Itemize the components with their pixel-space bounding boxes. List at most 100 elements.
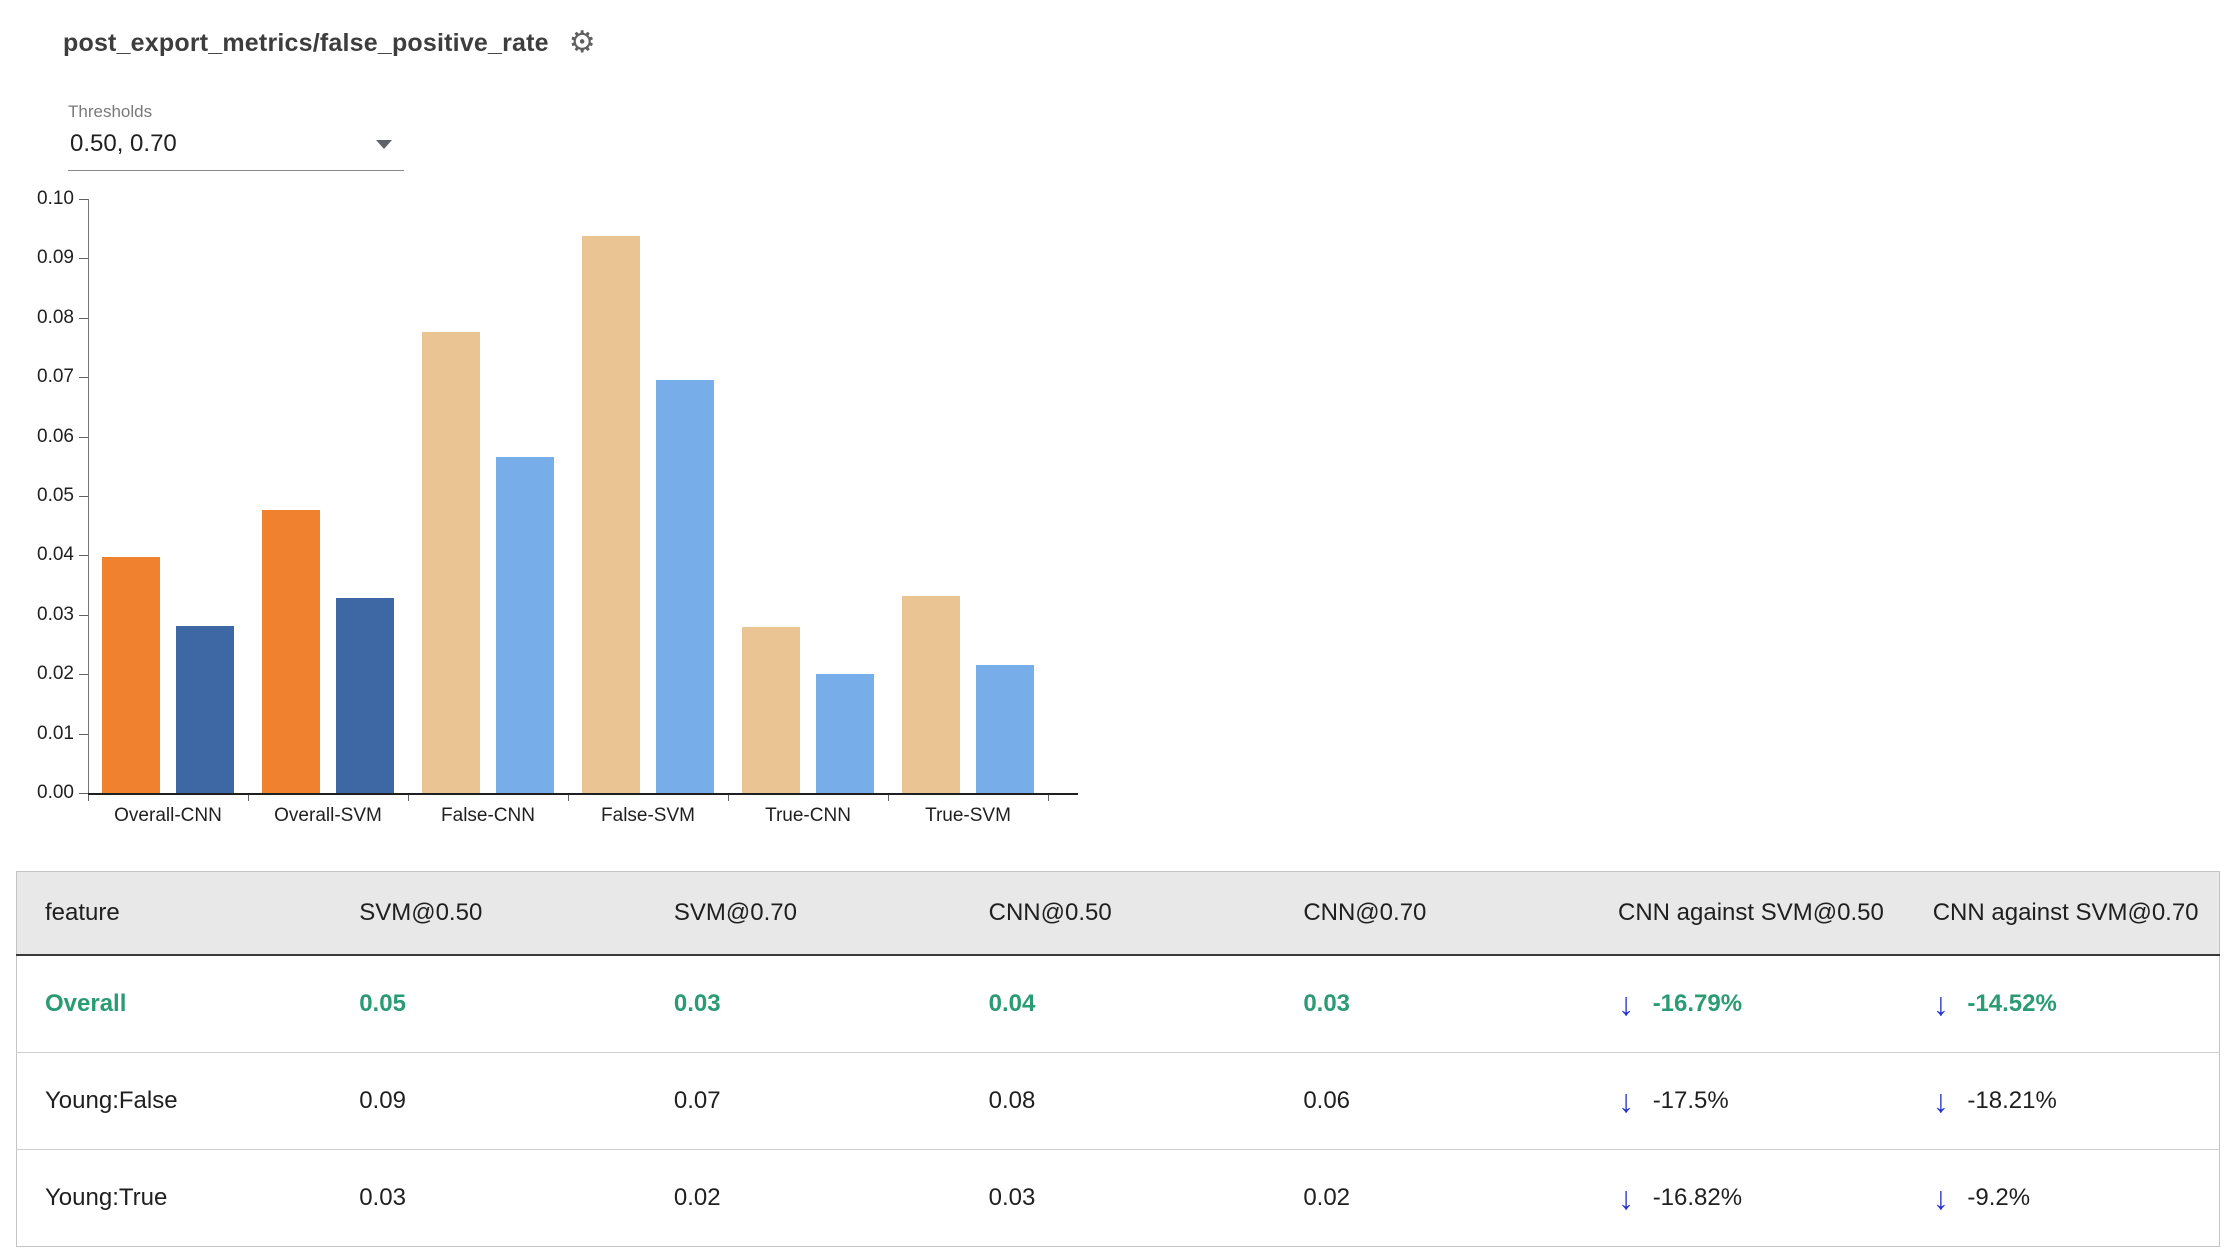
thresholds-select[interactable]: 0.50, 0.70 <box>68 122 404 171</box>
bar-overall-svm-0.70[interactable] <box>336 598 394 793</box>
panel-header: post_export_metrics/false_positive_rate … <box>0 0 2236 58</box>
y-axis-label: 0.09 <box>37 247 74 269</box>
bar-false-cnn-0.70[interactable] <box>496 457 554 793</box>
thresholds-value: 0.50, 0.70 <box>70 130 177 157</box>
y-axis-tick <box>79 436 88 438</box>
value-cell: 0.03 <box>1303 990 1351 1017</box>
value-cell: 0.09 <box>331 1052 646 1150</box>
col-header-cnn-vs-svm-050[interactable]: CNN against SVM@0.50 <box>1590 871 1905 956</box>
y-axis-tick <box>79 614 88 616</box>
y-axis-tick <box>79 377 88 379</box>
x-axis-line <box>88 793 1078 795</box>
delta-value: -14.52% <box>1967 990 2057 1017</box>
chevron-down-icon <box>376 139 392 149</box>
x-axis-tick <box>568 795 569 801</box>
feature-cell: Young:True <box>16 1149 332 1247</box>
y-axis-tick <box>79 199 88 200</box>
y-axis-tick <box>79 496 88 497</box>
x-axis-tick <box>408 795 409 801</box>
y-axis-label: 0.03 <box>37 603 74 625</box>
y-axis-label: 0.08 <box>37 306 74 328</box>
value-cell: 0.08 <box>960 1052 1276 1150</box>
value-cell: 0.07 <box>645 1052 961 1150</box>
table-row-young-true: Young:True 0.03 0.02 0.03 0.02 ↓ -16.82%… <box>16 1149 2220 1247</box>
value-cell: 0.03 <box>331 1149 646 1247</box>
x-axis-tick <box>728 795 729 801</box>
bar-true-cnn-0.50[interactable] <box>742 627 800 793</box>
bar-false-cnn-0.50[interactable] <box>422 332 480 793</box>
bar-overall-cnn-0.70[interactable] <box>176 626 234 793</box>
x-axis-tick <box>888 795 889 801</box>
y-axis-label: 0.02 <box>37 663 74 685</box>
arrow-down-icon: ↓ <box>1618 1180 1635 1216</box>
bar-overall-cnn-0.50[interactable] <box>102 557 160 793</box>
delta-cell: ↓ -18.21% <box>1904 1052 2220 1150</box>
value-cell: 0.05 <box>359 990 406 1017</box>
y-axis-tick <box>79 258 88 260</box>
bar-overall-svm-0.50[interactable] <box>262 510 320 793</box>
value-cell: 0.06 <box>1275 1052 1591 1150</box>
y-axis-label: 0.00 <box>37 782 74 803</box>
value-cell: 0.02 <box>645 1149 961 1247</box>
col-header-svm-050[interactable]: SVM@0.50 <box>331 871 646 956</box>
arrow-down-icon: ↓ <box>1932 986 1949 1022</box>
value-cell: 0.04 <box>988 990 1036 1017</box>
x-axis-category-label: Overall-SVM <box>274 805 382 826</box>
bar-true-svm-0.50[interactable] <box>902 596 960 793</box>
delta-cell: ↓ -16.79% <box>1590 955 1905 1053</box>
metrics-table: feature SVM@0.50 SVM@0.70 CNN@0.50 CNN@0… <box>16 871 2220 1247</box>
y-axis-line <box>88 199 89 793</box>
y-axis-tick <box>79 555 88 557</box>
x-axis-category-label: True-SVM <box>925 805 1011 826</box>
delta-value: -17.5% <box>1652 1087 1729 1114</box>
bar-true-svm-0.70[interactable] <box>976 665 1034 793</box>
col-header-cnn-vs-svm-070[interactable]: CNN against SVM@0.70 <box>1904 871 2220 956</box>
page-title: post_export_metrics/false_positive_rate <box>63 28 549 57</box>
y-axis-tick <box>79 793 88 794</box>
feature-cell: Young:False <box>16 1052 332 1150</box>
col-header-cnn-050[interactable]: CNN@0.50 <box>960 871 1276 956</box>
y-axis-label: 0.05 <box>37 485 74 506</box>
y-axis-tick <box>79 733 88 735</box>
value-cell: 0.03 <box>960 1149 1276 1247</box>
delta-cell: ↓ -16.82% <box>1590 1149 1905 1247</box>
x-axis-category-label: False-SVM <box>601 805 695 826</box>
col-header-cnn-070[interactable]: CNN@0.70 <box>1275 871 1591 956</box>
arrow-down-icon: ↓ <box>1618 986 1635 1022</box>
arrow-down-icon: ↓ <box>1618 1083 1635 1119</box>
col-header-svm-070[interactable]: SVM@0.70 <box>645 871 961 956</box>
y-axis-label: 0.07 <box>37 366 74 388</box>
col-header-feature[interactable]: feature <box>16 871 332 956</box>
value-cell: 0.02 <box>1275 1149 1591 1247</box>
delta-value: -16.82% <box>1652 1184 1743 1211</box>
fpr-bar-chart: 0.00 0.01 0.02 0.03 0.04 0.05 0.06 0.07 0.08 0.09… <box>0 188 1160 841</box>
thresholds-dropdown[interactable]: Thresholds 0.50, 0.70 <box>68 102 404 171</box>
y-axis-label: 0.10 <box>37 188 74 209</box>
delta-cell: ↓ -9.2% <box>1904 1149 2220 1247</box>
feature-cell: Overall <box>45 990 127 1017</box>
value-cell: 0.03 <box>673 990 721 1017</box>
thresholds-label: Thresholds <box>68 102 153 121</box>
delta-value: -9.2% <box>1967 1184 2031 1211</box>
y-axis-tick <box>79 317 88 319</box>
x-axis-category-label: Overall-CNN <box>114 805 222 826</box>
delta-cell: ↓ -17.5% <box>1590 1052 1905 1150</box>
y-axis-label: 0.04 <box>37 544 74 566</box>
x-axis-tick <box>88 795 89 801</box>
settings-gear-icon[interactable]: ⚙ <box>568 26 596 59</box>
bar-false-svm-0.50[interactable] <box>582 236 640 793</box>
arrow-down-icon: ↓ <box>1932 1083 1949 1119</box>
x-axis-tick <box>1048 795 1049 801</box>
x-axis-category-label: True-CNN <box>765 805 851 826</box>
table-header-row: feature SVM@0.50 SVM@0.70 CNN@0.50 CNN@0… <box>16 871 2220 956</box>
delta-value: -18.21% <box>1967 1087 2057 1114</box>
bar-false-svm-0.70[interactable] <box>656 380 714 793</box>
y-axis-tick <box>79 674 88 676</box>
table-row-overall: Overall 0.05 0.03 0.04 0.03 ↓ -16.79% ↓ … <box>17 955 2220 1053</box>
y-axis-label: 0.06 <box>37 425 74 447</box>
bar-true-cnn-0.70[interactable] <box>816 674 874 793</box>
delta-cell: ↓ -14.52% <box>1905 955 2220 1053</box>
x-axis-category-label: False-CNN <box>441 805 535 826</box>
arrow-down-icon: ↓ <box>1932 1180 1949 1216</box>
x-axis-tick <box>248 795 249 801</box>
